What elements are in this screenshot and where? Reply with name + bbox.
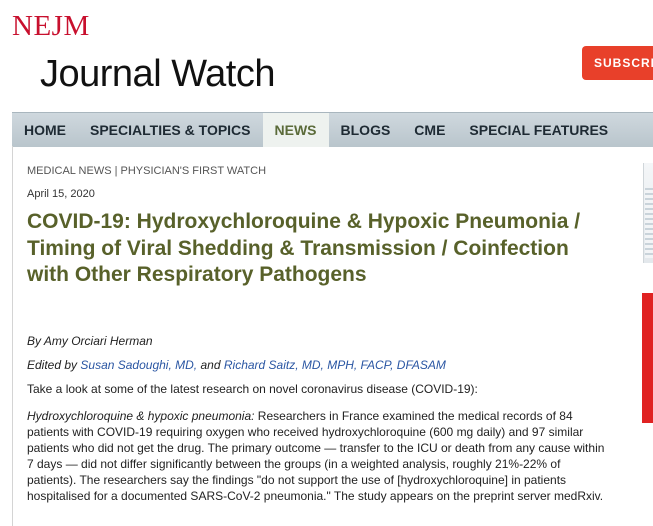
paragraph-body: Researchers in France examined the medic… (27, 409, 605, 503)
nav-cme[interactable]: CME (414, 122, 446, 138)
nav-home[interactable]: HOME (24, 122, 66, 138)
article-headline: COVID-19: Hydroxychloroquine & Hypoxic P… (27, 210, 581, 286)
nav-special-features[interactable]: SPECIAL FEATURES (469, 122, 609, 138)
edited-prefix: Edited by (27, 358, 78, 372)
editor-link-sadoughi[interactable]: Susan Sadoughi, MD, (80, 358, 198, 372)
sidebar-image (645, 188, 653, 258)
main-nav: HOME SPECIALTIES & TOPICS NEWS BLOGS CME… (12, 112, 653, 147)
edited-and: and (200, 358, 221, 372)
nav-news[interactable]: NEWS (262, 113, 329, 147)
editor-link-saitz[interactable]: Richard Saitz, MD, MPH, FACP, DFASAM (223, 358, 446, 372)
nav-blogs[interactable]: BLOGS (340, 122, 391, 138)
section-breadcrumb[interactable]: MEDICAL NEWS | PHYSICIAN'S FIRST WATCH (27, 165, 267, 177)
article-byline: By Amy Orciari Herman (27, 334, 153, 348)
article-intro: Take a look at some of the latest resear… (27, 382, 478, 396)
article-date: April 15, 2020 (27, 188, 95, 200)
logo-nejm: NEJM (12, 10, 90, 42)
logo-journal-watch: Journal Watch (40, 53, 275, 95)
paragraph-lead: Hydroxychloroquine & hypoxic pneumonia: (27, 409, 255, 423)
subscribe-button[interactable]: SUBSCRI (582, 46, 653, 80)
article-editors: Edited by Susan Sadoughi, MD, and Richar… (27, 358, 446, 372)
content-border (12, 146, 13, 526)
sidebar-ad[interactable] (642, 293, 653, 423)
article-paragraph: Hydroxychloroquine & hypoxic pneumonia: … (27, 408, 612, 504)
nav-specialties-topics[interactable]: SPECIALTIES & TOPICS (90, 122, 251, 138)
